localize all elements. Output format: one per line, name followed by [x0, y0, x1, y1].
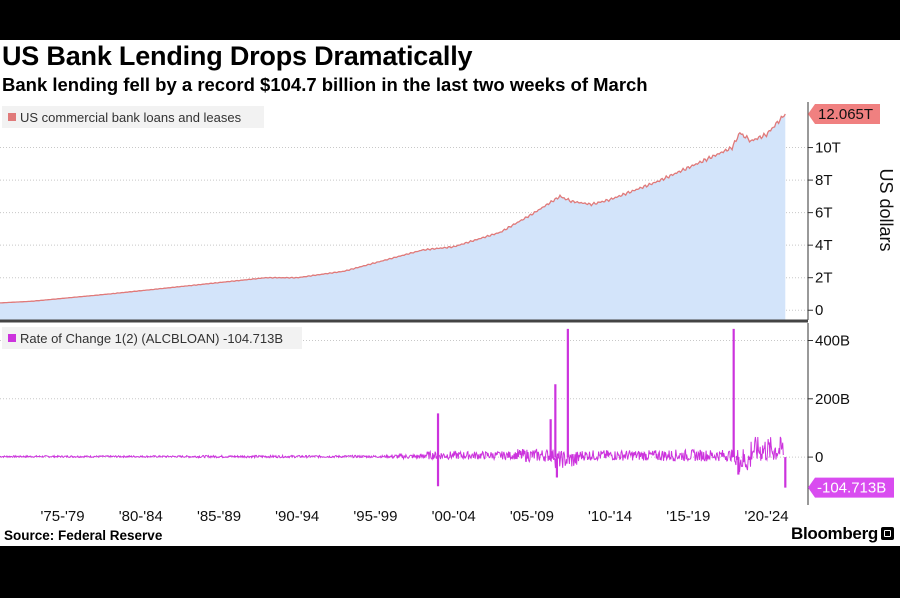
lower-legend: Rate of Change 1(2) (ALCBLOAN) -104.713B — [2, 327, 302, 349]
upper-legend-label: US commercial bank loans and leases — [20, 110, 242, 125]
chart-title: US Bank Lending Drops Dramatically — [2, 41, 473, 71]
upper-y-tick-label: 2T — [815, 270, 833, 287]
bloomberg-logo: Bloomberg — [791, 524, 894, 544]
source-note: Source: Federal Reserve — [4, 528, 163, 543]
x-tick-label: '95-'99 — [353, 508, 397, 525]
x-tick-label: '75-'79 — [41, 508, 85, 525]
x-tick-label: '00-'04 — [432, 508, 476, 525]
chart-frame: US Bank Lending Drops Dramatically Bank … — [0, 40, 900, 546]
lower-legend-label: Rate of Change 1(2) (ALCBLOAN) -104.713B — [20, 331, 283, 346]
lower-legend-box — [2, 327, 302, 349]
lower-series-line — [0, 436, 784, 473]
upper-y-tick-label: 6T — [815, 205, 833, 222]
lower-legend-swatch — [8, 334, 16, 342]
lower-y-tick-label: 0 — [815, 449, 823, 466]
upper-y-tick-label: 0 — [815, 302, 823, 319]
lower-last-value-label: -104.713B — [817, 480, 886, 497]
x-tick-label: '80-'84 — [119, 508, 163, 525]
upper-series-line — [0, 113, 786, 304]
lower-last-value-callout — [808, 477, 894, 498]
upper-y-tick-label: 4T — [815, 237, 833, 254]
x-tick-label: '05-'09 — [510, 508, 554, 525]
upper-last-value-callout — [808, 103, 880, 124]
x-tick-label: '20-'24 — [744, 508, 788, 525]
upper-y-axis-title: US dollars — [876, 168, 896, 251]
brand-name: Bloomberg — [790, 524, 878, 543]
x-tick-label: '85-'89 — [197, 508, 241, 525]
upper-last-value-label: 12.065T — [818, 106, 873, 123]
chart-svg: 0 2T 4T 6T 8T 10T 12.065T 0 200B 400B -104.713B '… — [0, 102, 896, 525]
upper-legend: US commercial bank loans and leases — [2, 106, 264, 128]
x-tick-label: '15-'19 — [666, 508, 710, 525]
bloomberg-terminal-icon — [881, 527, 894, 540]
upper-y-tick-label: 8T — [815, 172, 833, 189]
x-tick-label: '10-'14 — [588, 508, 632, 525]
upper-legend-box — [2, 106, 264, 128]
upper-legend-swatch — [8, 113, 16, 121]
x-tick-label: '90-'94 — [275, 508, 319, 525]
lower-y-tick-label: 200B — [815, 391, 850, 408]
lower-y-tick-label: 400B — [815, 332, 850, 349]
chart-subtitle: Bank lending fell by a record $104.7 bil… — [2, 74, 648, 95]
upper-area-fill — [0, 114, 786, 320]
upper-y-tick-label: 10T — [815, 140, 841, 157]
